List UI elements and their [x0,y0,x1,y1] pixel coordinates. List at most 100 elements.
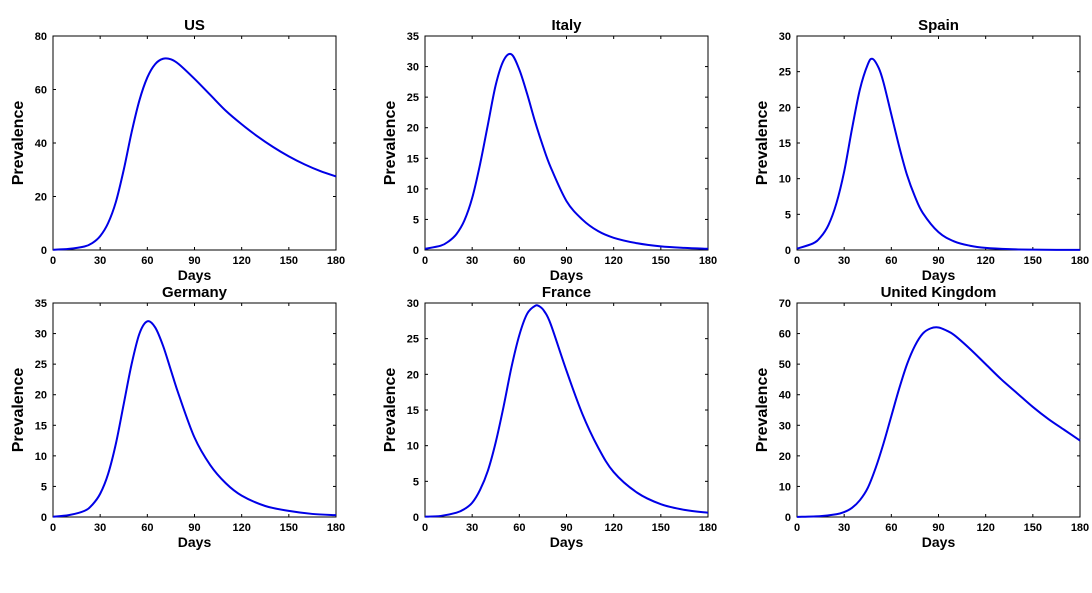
y-tick-label: 40 [35,138,47,150]
x-tick-label: 150 [1024,255,1042,267]
y-tick-label: 25 [407,92,419,104]
x-tick-label: 180 [327,522,345,534]
y-tick-label: 15 [35,420,47,432]
y-axis-label: Prevalence [10,101,27,186]
y-tick-label: 15 [407,405,419,417]
series-line [796,326,1081,518]
x-tick-label: 180 [699,522,717,534]
x-axis-label: Days [550,534,584,550]
y-tick-label: 80 [35,31,47,43]
x-tick-label: 0 [422,255,428,267]
y-tick-label: 5 [413,214,419,226]
x-tick-label: 120 [604,255,622,267]
y-tick-label: 15 [407,153,419,165]
y-tick-label: 25 [779,67,791,79]
x-axis-label: Days [178,534,212,550]
chart-title: Germany [162,284,228,301]
y-axis-label: Prevalence [382,368,399,453]
y-tick-label: 25 [35,359,47,371]
x-tick-label: 180 [699,255,717,267]
y-tick-label: 10 [407,184,419,196]
x-tick-label: 120 [976,522,994,534]
chart-panel: 0 30 60 90 120 150 180 0 20 40 60 80 US Days Prevalenc… [10,17,345,283]
y-tick-label: 70 [779,298,791,310]
x-tick-label: 90 [932,522,944,534]
y-tick-label: 35 [35,298,47,310]
y-tick-label: 0 [413,245,419,257]
y-tick-label: 50 [779,359,791,371]
x-tick-label: 30 [838,522,850,534]
series-line [52,57,337,251]
x-tick-label: 30 [466,522,478,534]
y-tick-label: 0 [41,245,47,257]
series-line [424,304,709,518]
x-tick-label: 150 [280,522,298,534]
y-tick-label: 5 [413,476,419,488]
y-tick-label: 20 [35,192,47,204]
x-tick-label: 180 [1071,255,1089,267]
x-tick-label: 30 [94,522,106,534]
chart-title: US [184,17,205,34]
x-tick-label: 180 [327,255,345,267]
y-tick-label: 10 [407,441,419,453]
y-axis-label: Prevalence [382,101,399,186]
x-axis-label: Days [922,534,956,550]
x-tick-label: 60 [885,255,897,267]
y-tick-label: 0 [785,245,791,257]
y-tick-label: 0 [41,512,47,524]
y-tick-label: 30 [779,420,791,432]
chart-panel: 0 30 60 90 120 150 180 0 5 10 15 20 25 30 France Days Pr… [382,284,717,550]
x-tick-label: 60 [141,255,153,267]
y-tick-label: 20 [779,102,791,114]
chart-panel: 0 30 60 90 120 150 180 0 5 10 15 20 25 30 35 Italy Days P… [382,17,717,283]
y-tick-label: 20 [407,369,419,381]
y-tick-label: 30 [407,62,419,74]
x-axis-label: Days [178,267,212,283]
x-axis-label: Days [550,267,584,283]
x-tick-label: 120 [232,522,250,534]
axes-box [424,35,709,251]
y-tick-label: 10 [779,481,791,493]
y-tick-label: 10 [779,174,791,186]
x-tick-label: 0 [50,522,56,534]
axes-box [796,35,1081,251]
x-tick-label: 60 [885,522,897,534]
y-tick-label: 20 [779,451,791,463]
x-axis-label: Days [922,267,956,283]
y-tick-label: 35 [407,31,419,43]
x-tick-label: 60 [513,255,525,267]
x-tick-label: 90 [188,522,200,534]
y-tick-label: 20 [407,123,419,135]
x-tick-label: 90 [188,255,200,267]
series-line [796,57,1081,251]
x-tick-label: 150 [652,255,670,267]
x-tick-label: 90 [560,522,572,534]
y-tick-label: 60 [779,329,791,341]
x-tick-label: 90 [932,255,944,267]
chart-title: Italy [551,17,582,34]
y-tick-label: 10 [35,451,47,463]
y-tick-label: 30 [407,298,419,310]
y-tick-label: 60 [35,85,47,97]
y-tick-label: 25 [407,334,419,346]
x-tick-label: 150 [1024,522,1042,534]
x-tick-label: 90 [560,255,572,267]
x-tick-label: 150 [280,255,298,267]
x-tick-label: 120 [232,255,250,267]
x-tick-label: 120 [976,255,994,267]
chart-title: United Kingdom [881,284,997,301]
x-tick-label: 180 [1071,522,1089,534]
axes-box [52,302,337,518]
chart-panel: 0 30 60 90 120 150 180 0 5 10 15 20 25 30 Spain Days Pre… [754,17,1089,283]
chart-title: Spain [918,17,959,34]
y-tick-label: 0 [413,512,419,524]
x-tick-label: 120 [604,522,622,534]
x-tick-label: 30 [466,255,478,267]
x-tick-label: 30 [838,255,850,267]
chart-panel: 0 30 60 90 120 150 180 0 5 10 15 20 25 30 35 Germany Day… [10,284,345,550]
chart-title: France [542,284,591,301]
series-line [52,320,337,518]
y-tick-label: 30 [35,329,47,341]
y-tick-label: 5 [41,481,47,493]
